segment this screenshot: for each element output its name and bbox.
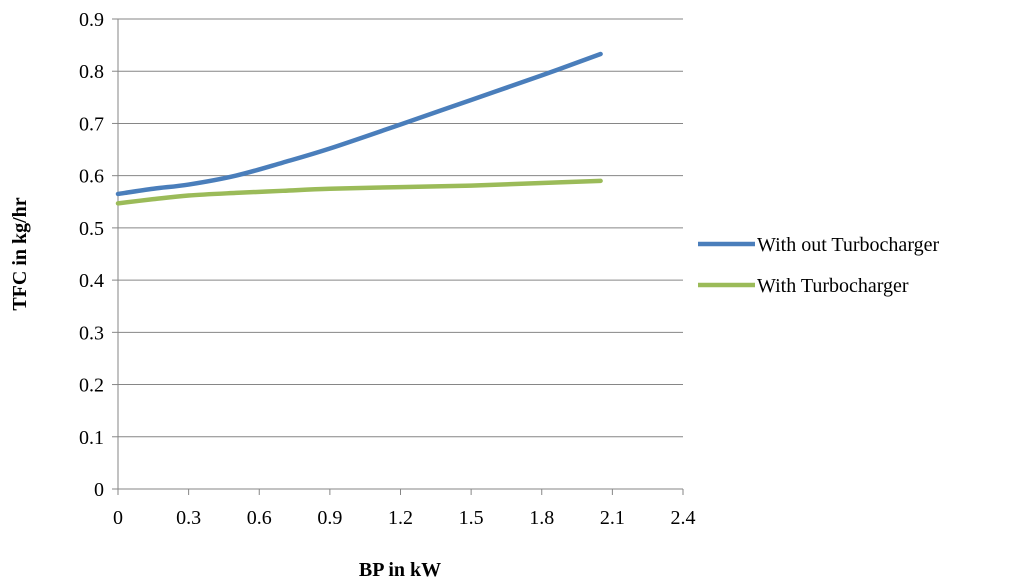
legend: With out Turbocharger With Turbocharger <box>698 234 939 297</box>
series-line-with-turbocharger <box>115 178 603 206</box>
x-tick-label: 1.5 <box>459 507 484 529</box>
y-tick-label: 0.3 <box>79 322 104 344</box>
y-tick-label: 0.9 <box>79 9 104 31</box>
legend-label-with-out-turbocharger: With out Turbocharger <box>757 234 939 256</box>
y-tick-label: 0.4 <box>79 270 104 292</box>
series-lines <box>115 51 603 206</box>
x-tick-label: 0 <box>113 507 123 529</box>
x-tick-label: 0.3 <box>176 507 201 529</box>
series-line-with-out-turbocharger <box>115 51 603 197</box>
y-tick-label: 0.7 <box>79 113 104 135</box>
x-axis-title: BP in kW <box>359 559 441 581</box>
tick-labels: 0 0.1 0.2 0.3 0.4 0.5 0.6 0.7 0.8 0.9 0 0.3 0.6 0.9 1.… <box>79 9 696 529</box>
gridlines <box>118 18 683 438</box>
y-tick-label: 0.8 <box>79 61 104 83</box>
y-axis-title: TFC in kg/hr <box>9 197 31 310</box>
y-tick-label: 0.2 <box>79 375 104 397</box>
y-tick-label: 0 <box>94 479 104 501</box>
legend-label-with-turbocharger: With Turbocharger <box>757 275 909 297</box>
axes <box>112 18 684 495</box>
y-tick-label: 0.1 <box>79 427 104 449</box>
x-tick-label: 2.4 <box>671 507 696 529</box>
x-tick-label: 1.8 <box>529 507 554 529</box>
x-tick-label: 1.2 <box>388 507 413 529</box>
y-tick-label: 0.5 <box>79 218 104 240</box>
y-tick-label: 0.6 <box>79 166 104 188</box>
x-tick-label: 2.1 <box>600 507 625 529</box>
x-tick-label: 0.9 <box>317 507 342 529</box>
x-tick-label: 0.6 <box>247 507 272 529</box>
